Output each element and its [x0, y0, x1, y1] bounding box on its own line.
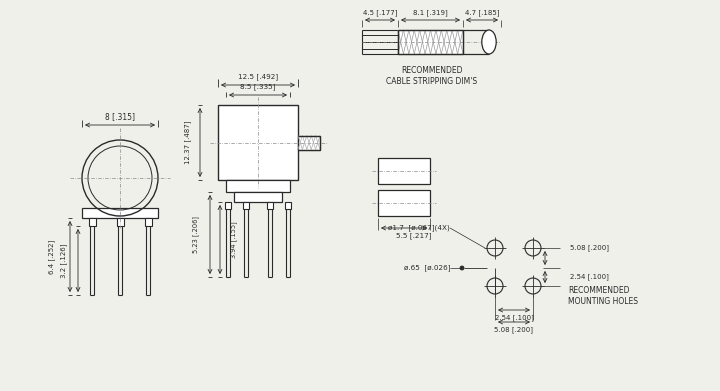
Text: RECOMMENDED
MOUNTING HOLES: RECOMMENDED MOUNTING HOLES [568, 286, 638, 306]
Bar [82, 208, 158, 218]
Text: ø1.7  [ø.067](4X): ø1.7 [ø.067](4X) [388, 224, 450, 231]
Bar [298, 136, 320, 149]
Text: 3.94 [.155]: 3.94 [.155] [230, 221, 238, 258]
Text: 6.4 [.252]: 6.4 [.252] [49, 239, 55, 274]
Bar [225, 202, 231, 209]
Bar [285, 202, 291, 209]
Bar [145, 218, 152, 226]
Bar [234, 192, 282, 202]
Ellipse shape [482, 30, 496, 54]
Bar [218, 105, 298, 180]
Text: 12.37 [.487]: 12.37 [.487] [184, 121, 192, 164]
Text: 8 [.315]: 8 [.315] [105, 113, 135, 122]
Text: 8.1 [.319]: 8.1 [.319] [413, 10, 448, 16]
Text: 3.2 [.126]: 3.2 [.126] [60, 243, 68, 278]
Bar [117, 218, 124, 226]
Text: 5.08 [.200]: 5.08 [.200] [570, 245, 609, 251]
Bar [226, 180, 290, 192]
Bar [378, 158, 430, 184]
Text: 5.23 [.206]: 5.23 [.206] [193, 216, 199, 253]
Text: RECOMMENDED
CABLE STRIPPING DIM'S: RECOMMENDED CABLE STRIPPING DIM'S [386, 66, 477, 86]
Text: 12.5 [.492]: 12.5 [.492] [238, 74, 278, 81]
Text: 2.54 [.100]: 2.54 [.100] [495, 315, 534, 321]
Bar [243, 202, 249, 209]
Text: 5.08 [.200]: 5.08 [.200] [495, 326, 534, 334]
Circle shape [460, 266, 464, 270]
Text: 2.54 [.100]: 2.54 [.100] [570, 274, 609, 280]
Text: ø.65  [ø.026]: ø.65 [ø.026] [403, 265, 450, 271]
Text: 8.5 [.335]: 8.5 [.335] [240, 84, 276, 90]
Bar [267, 202, 273, 209]
Text: 4.5 [.177]: 4.5 [.177] [363, 10, 397, 16]
Bar [89, 218, 96, 226]
Bar [398, 30, 463, 54]
Text: 4.7 [.185]: 4.7 [.185] [464, 10, 499, 16]
Bar [378, 190, 430, 216]
Text: 5.5 [.217]: 5.5 [.217] [396, 233, 432, 239]
